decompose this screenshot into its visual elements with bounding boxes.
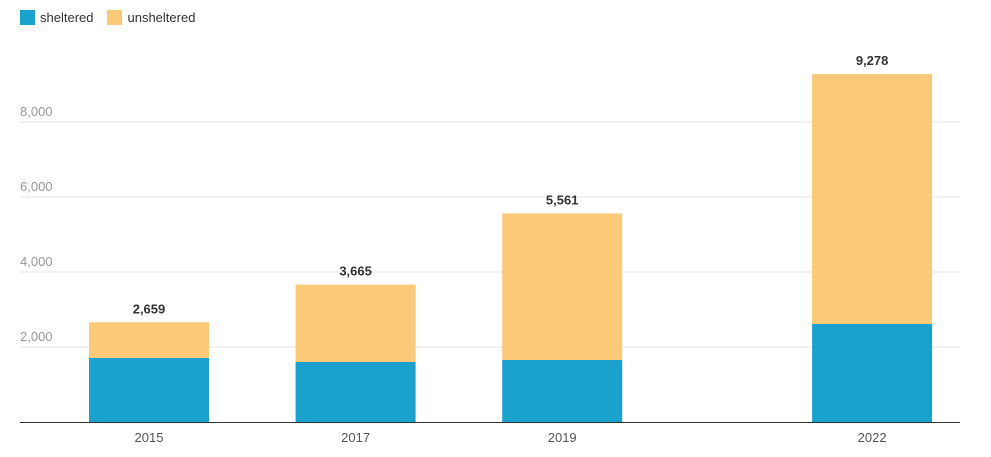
- bar-sheltered: [502, 360, 623, 422]
- y-tick-label: 2,000: [20, 329, 53, 344]
- legend-item-sheltered[interactable]: sheltered: [20, 10, 93, 25]
- bar-sheltered: [295, 362, 416, 422]
- legend-swatch-unsheltered: [107, 10, 123, 25]
- bar-unsheltered: [502, 213, 623, 361]
- total-label: 5,561: [546, 192, 579, 207]
- legend-swatch-sheltered: [20, 10, 35, 25]
- x-tick-label: 2022: [858, 430, 887, 445]
- x-tick-label: 2017: [341, 430, 370, 445]
- y-tick-label: 8,000: [20, 104, 53, 119]
- bar-unsheltered: [812, 74, 933, 325]
- bar-unsheltered: [89, 322, 209, 358]
- legend: sheltered unsheltered: [20, 10, 195, 25]
- legend-item-unsheltered[interactable]: unsheltered: [107, 10, 195, 25]
- y-tick-label: 6,000: [20, 179, 53, 194]
- legend-label: sheltered: [40, 10, 94, 25]
- legend-label: unsheltered: [127, 10, 196, 25]
- x-tick-label: 2019: [548, 430, 577, 445]
- total-label: 3,665: [339, 264, 372, 279]
- total-label: 2,659: [133, 301, 166, 316]
- bar-sheltered: [812, 324, 933, 422]
- total-label: 9,278: [856, 53, 889, 68]
- bar-sheltered: [89, 357, 209, 422]
- x-tick-label: 2015: [135, 430, 164, 445]
- y-tick-label: 4,000: [20, 254, 53, 269]
- bar-unsheltered: [295, 284, 416, 362]
